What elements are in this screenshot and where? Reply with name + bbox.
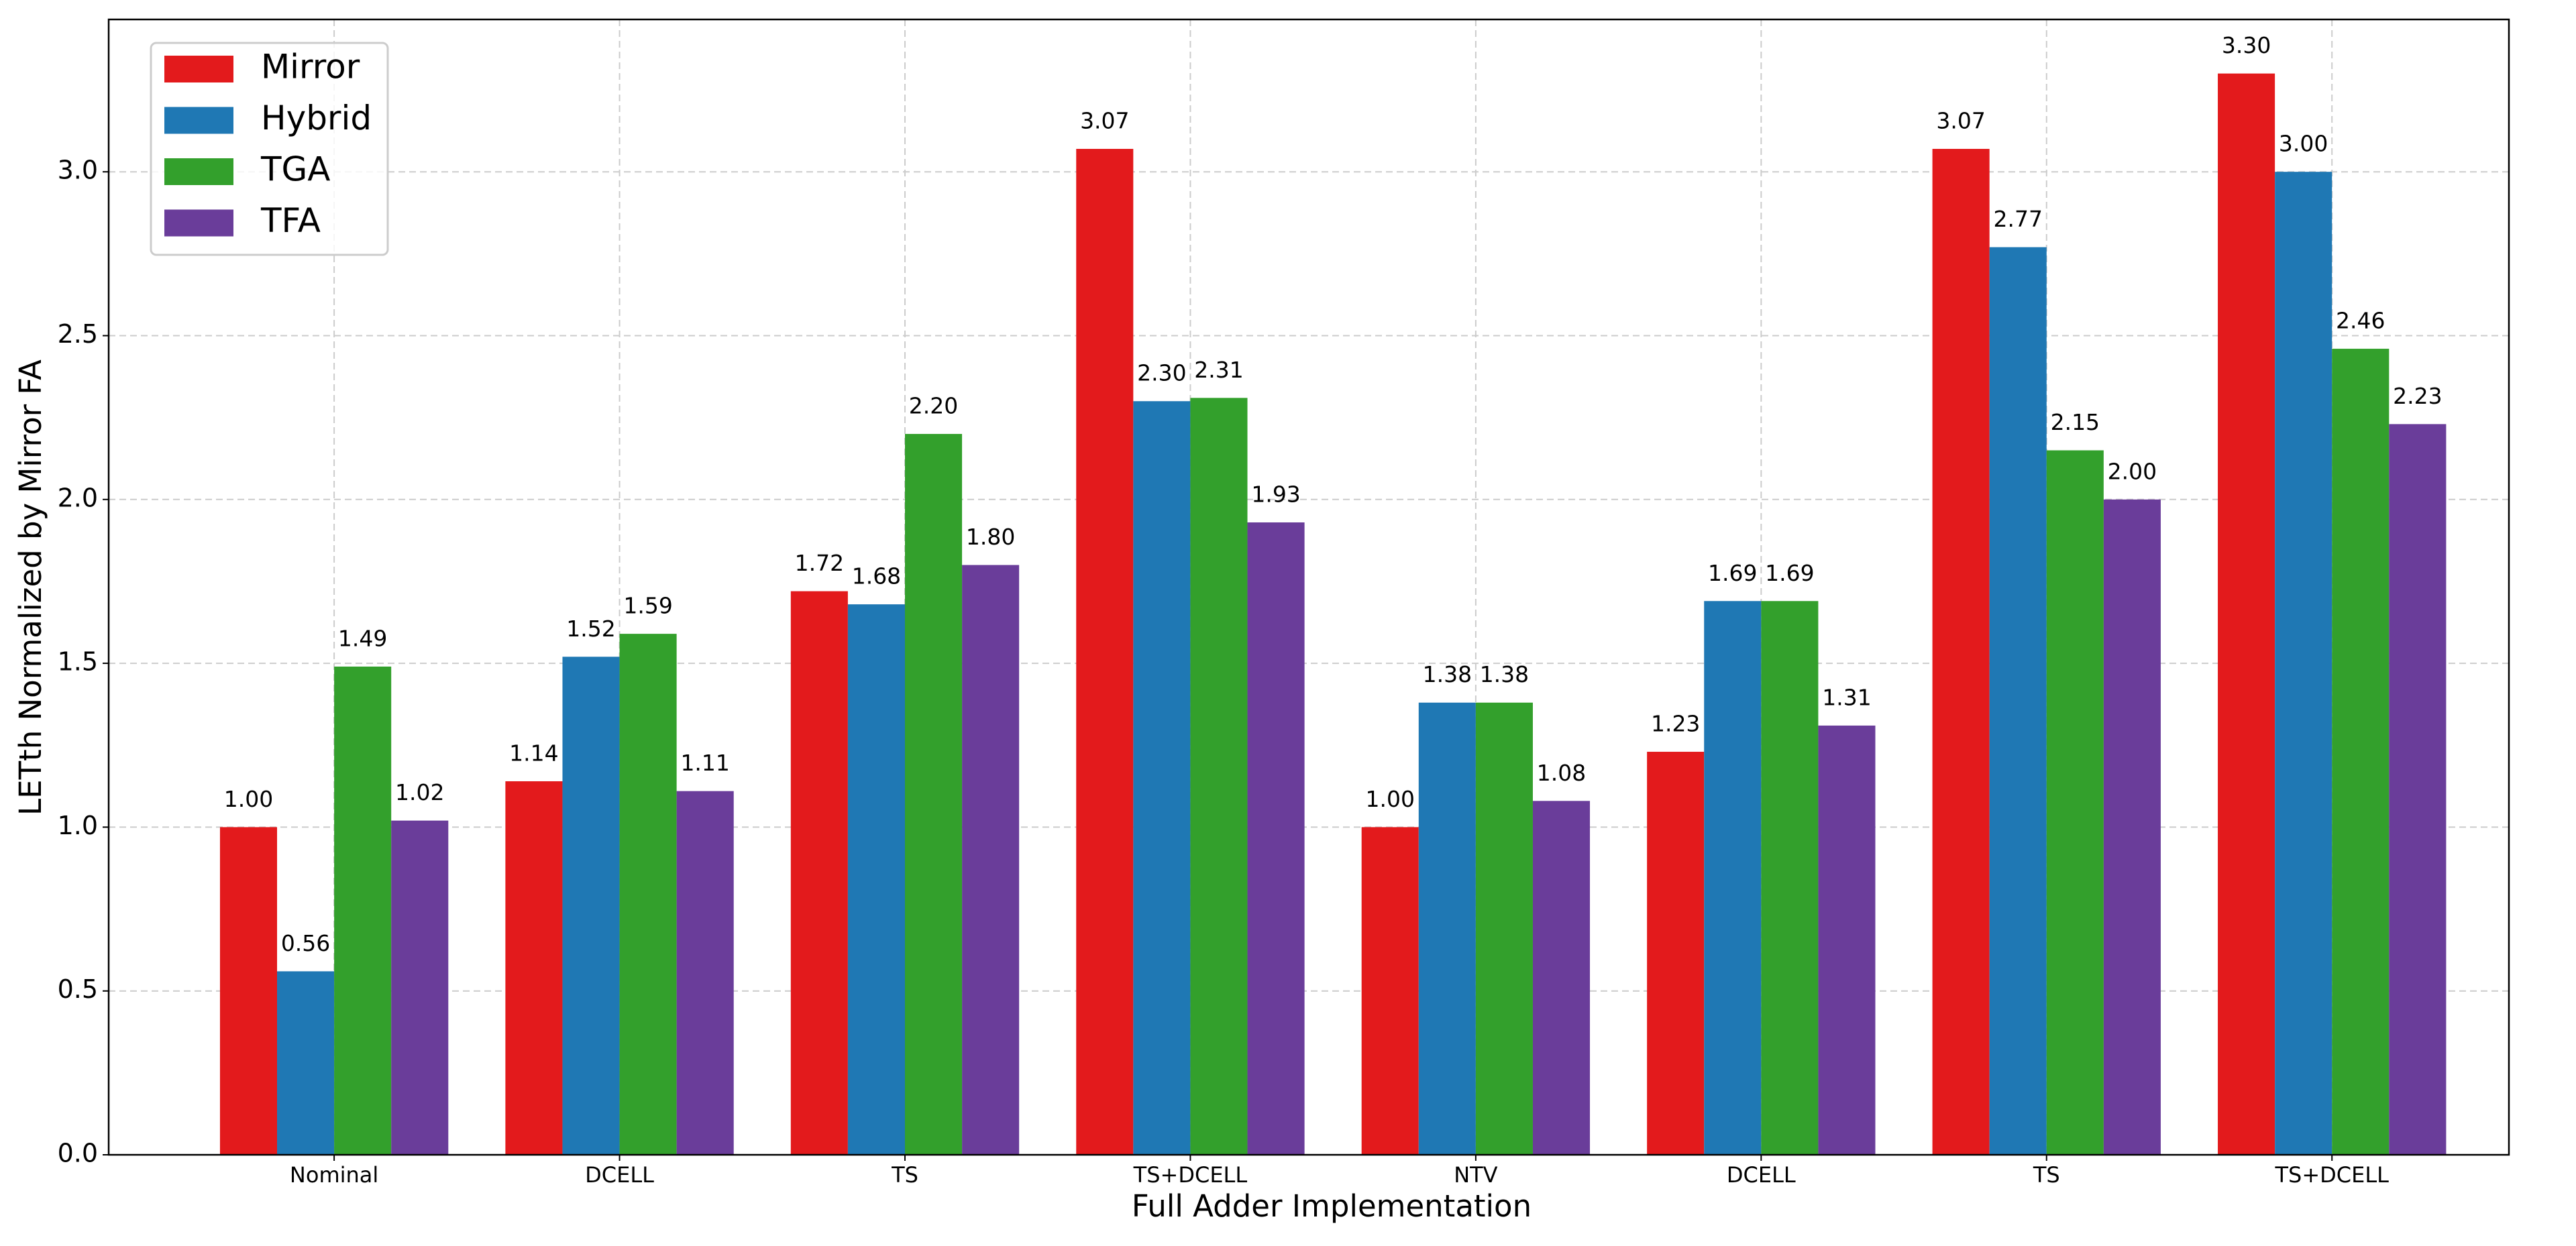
legend-swatch bbox=[164, 158, 233, 185]
value-label: 2.20 bbox=[909, 393, 958, 419]
legend-box bbox=[150, 42, 389, 256]
x-tick-label: NTV bbox=[1454, 1162, 1497, 1188]
x-tick-label: TS+DCELL bbox=[2274, 1162, 2389, 1188]
bar bbox=[505, 781, 563, 1155]
x-tick-label: Nominal bbox=[290, 1162, 378, 1188]
legend-label: TGA bbox=[260, 150, 331, 189]
value-label: 2.31 bbox=[1194, 357, 1243, 383]
x-tick-label: DCELL bbox=[585, 1162, 654, 1188]
bar bbox=[1989, 247, 2047, 1155]
value-label: 1.93 bbox=[1251, 482, 1300, 508]
bar bbox=[1704, 601, 1762, 1155]
y-tick-label: 0.0 bbox=[58, 1139, 98, 1168]
bar bbox=[619, 634, 677, 1155]
bar bbox=[277, 971, 335, 1155]
y-tick-label: 3.0 bbox=[58, 156, 98, 185]
value-label: 1.69 bbox=[1708, 560, 1757, 586]
bar bbox=[2332, 349, 2390, 1155]
value-label: 2.23 bbox=[2393, 383, 2442, 409]
bar bbox=[334, 666, 392, 1155]
value-label: 2.00 bbox=[2108, 458, 2157, 484]
legend-label: Mirror bbox=[261, 48, 360, 87]
bar bbox=[2389, 424, 2447, 1155]
bar bbox=[1133, 401, 1191, 1155]
value-label: 1.00 bbox=[1366, 786, 1415, 812]
y-axis-label: LETth Normalized by Mirror FA bbox=[13, 359, 48, 815]
bar bbox=[1475, 702, 1533, 1155]
x-axis-label: Full Adder Implementation bbox=[1132, 1188, 1532, 1224]
value-label: 1.08 bbox=[1537, 760, 1586, 786]
bar bbox=[1418, 702, 1476, 1155]
value-label: 2.15 bbox=[2051, 409, 2100, 435]
value-label: 1.72 bbox=[795, 550, 844, 576]
bar bbox=[847, 604, 905, 1155]
bar bbox=[562, 657, 620, 1155]
bar bbox=[1647, 752, 1705, 1155]
value-label: 1.49 bbox=[338, 625, 387, 651]
y-tick-label: 1.0 bbox=[58, 811, 98, 840]
legend-swatch bbox=[164, 209, 233, 237]
legend-swatch bbox=[164, 107, 233, 134]
bar bbox=[391, 820, 449, 1155]
y-tick-label: 2.0 bbox=[58, 483, 98, 512]
value-label: 0.56 bbox=[281, 930, 330, 956]
legend-label: TFA bbox=[260, 201, 321, 240]
bar bbox=[1247, 522, 1305, 1155]
value-label: 3.30 bbox=[2222, 32, 2271, 58]
x-tick-label: DCELL bbox=[1727, 1162, 1796, 1188]
x-tick-label: TS bbox=[891, 1162, 918, 1188]
value-label: 3.07 bbox=[1936, 107, 1985, 133]
value-label: 1.14 bbox=[509, 740, 558, 766]
value-label: 3.07 bbox=[1080, 107, 1129, 133]
bar bbox=[1761, 601, 1819, 1155]
bar bbox=[790, 591, 848, 1155]
bar bbox=[2275, 172, 2332, 1155]
bar bbox=[904, 434, 963, 1155]
value-label: 1.38 bbox=[1423, 661, 1472, 687]
bar bbox=[2218, 73, 2275, 1155]
y-tick-label: 1.5 bbox=[58, 647, 98, 677]
value-label: 1.38 bbox=[1480, 661, 1529, 687]
x-tick-label: TS bbox=[2033, 1162, 2060, 1188]
bar bbox=[1818, 725, 1876, 1155]
y-tick-label: 2.5 bbox=[58, 319, 98, 349]
bar bbox=[1532, 801, 1591, 1155]
bar bbox=[1932, 148, 1990, 1155]
value-label: 2.30 bbox=[1137, 360, 1186, 386]
y-tick-label: 0.5 bbox=[58, 974, 98, 1004]
value-label: 1.80 bbox=[966, 524, 1015, 550]
value-label: 1.23 bbox=[1651, 711, 1700, 737]
bar bbox=[2046, 450, 2104, 1155]
plot-frame bbox=[107, 18, 2510, 1156]
value-label: 1.52 bbox=[566, 616, 615, 642]
legend-swatch bbox=[164, 56, 233, 82]
bar bbox=[962, 565, 1020, 1155]
value-label: 1.68 bbox=[852, 563, 901, 589]
bar bbox=[1190, 398, 1248, 1155]
value-label: 1.69 bbox=[1765, 560, 1814, 586]
value-label: 2.46 bbox=[2336, 308, 2385, 334]
bar bbox=[1076, 148, 1134, 1155]
value-label: 1.00 bbox=[224, 786, 273, 812]
value-label: 1.59 bbox=[623, 593, 672, 619]
bar bbox=[1361, 827, 1419, 1155]
bar bbox=[2103, 499, 2161, 1155]
value-label: 3.00 bbox=[2279, 131, 2328, 157]
value-label: 1.11 bbox=[680, 750, 729, 776]
bar bbox=[676, 791, 734, 1155]
value-label: 1.02 bbox=[395, 779, 444, 805]
value-label: 2.77 bbox=[1993, 206, 2042, 232]
x-tick-label: TS+DCELL bbox=[1133, 1162, 1248, 1188]
value-label: 1.31 bbox=[1822, 684, 1871, 710]
bar bbox=[219, 827, 278, 1155]
legend-label: Hybrid bbox=[261, 99, 372, 137]
